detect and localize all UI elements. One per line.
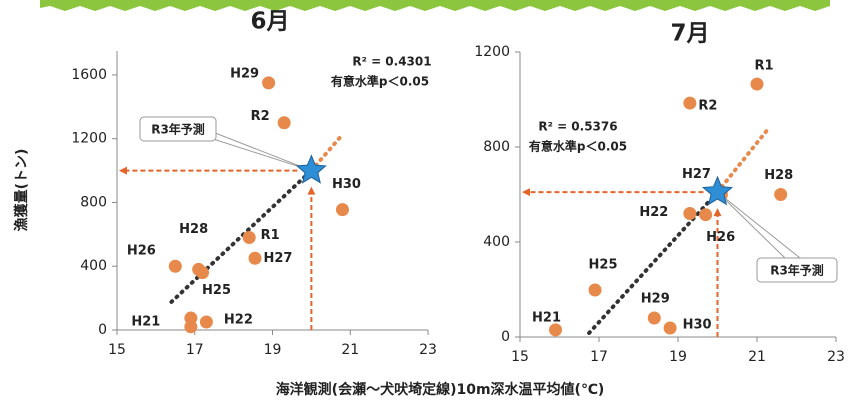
chart: 漁獲量(トン) 海洋観測(会瀬～犬吠埼定線)10m深水温平均値(℃) 6月 0 40… (0, 0, 854, 404)
point (683, 97, 696, 110)
point (200, 316, 213, 329)
x-tick-label: 19 (669, 349, 687, 365)
y-tick-label: 1600 (71, 67, 107, 83)
x-axis-label: 海洋観測(会瀬～犬吠埼定線)10m深水温平均値(℃) (276, 381, 605, 398)
callout-leader (718, 192, 801, 258)
annotation: 有意水準p＜0.05 (529, 139, 627, 154)
point-label: H22 (224, 313, 253, 328)
point (336, 203, 349, 216)
banner (40, 0, 830, 11)
annotation: R² = 0.5376 (538, 120, 617, 134)
x-tick-label: 17 (590, 349, 608, 365)
point (243, 231, 256, 244)
y-tick-label: 400 (483, 234, 510, 250)
arrow-head (119, 167, 127, 175)
arrow-head (307, 187, 315, 195)
y-tick-label: 0 (501, 329, 510, 345)
y-tick-label: 1200 (71, 131, 107, 147)
y-tick-label: 1200 (474, 44, 510, 60)
point-label: H27 (682, 167, 711, 182)
point-label: H27 (264, 251, 293, 266)
annotation: 有意水準p＜0.05 (331, 74, 429, 89)
y-tick-label: 800 (80, 194, 107, 210)
point-label: H21 (532, 310, 561, 325)
callout-text: R3年予測 (151, 122, 205, 137)
point-label: R2 (251, 109, 270, 124)
point-label: H29 (230, 66, 259, 81)
point-label: R2 (698, 99, 717, 114)
x-tick-label: 23 (419, 342, 437, 358)
point-label: H28 (764, 168, 793, 183)
point-label: H25 (589, 257, 618, 272)
point (683, 207, 696, 220)
point-label: H21 (131, 315, 160, 330)
point (278, 116, 291, 129)
point-label: H30 (683, 317, 712, 332)
x-tick-label: 21 (341, 342, 359, 358)
x-tick-label: 15 (511, 349, 529, 365)
callout-leader (205, 129, 311, 171)
point (751, 78, 764, 91)
y-tick-label: 400 (80, 258, 107, 274)
annotation: R² = 0.4301 (352, 55, 431, 69)
point (648, 312, 661, 325)
x-tick-label: 19 (264, 342, 282, 358)
point-label: H28 (179, 222, 208, 237)
chart-title: 7月 (670, 21, 709, 47)
arrow-head (522, 188, 530, 196)
x-tick-label: 15 (108, 342, 126, 358)
x-tick-label: 21 (748, 349, 766, 365)
point-label: H29 (641, 292, 670, 307)
point-label: R1 (261, 228, 280, 243)
point (196, 266, 209, 279)
point-label: H26 (706, 230, 735, 245)
y-tick-label: 0 (98, 322, 107, 338)
trendline (718, 128, 769, 192)
point (184, 320, 197, 333)
point (774, 188, 787, 201)
arrow-head (714, 208, 722, 216)
point (169, 260, 182, 273)
point-label: R1 (754, 59, 773, 74)
chart-title: 6月 (250, 9, 289, 35)
y-axis-label: 漁獲量(トン) (13, 149, 30, 232)
point (589, 283, 602, 296)
point-label: H22 (639, 205, 668, 220)
point-label: H30 (332, 177, 361, 192)
point-label: H25 (202, 283, 231, 298)
point (664, 321, 677, 334)
page: 漁獲量(トン) 海洋観測(会瀬～犬吠埼定線)10m深水温平均値(℃) 6月 0 40… (0, 0, 854, 404)
x-tick-label: 17 (186, 342, 204, 358)
callout-text: R3年予測 (770, 263, 824, 278)
point (262, 76, 275, 89)
x-tick-label: 23 (827, 349, 845, 365)
point (699, 208, 712, 221)
point-label: H26 (127, 244, 156, 259)
y-tick-label: 800 (483, 139, 510, 155)
point (249, 252, 262, 265)
